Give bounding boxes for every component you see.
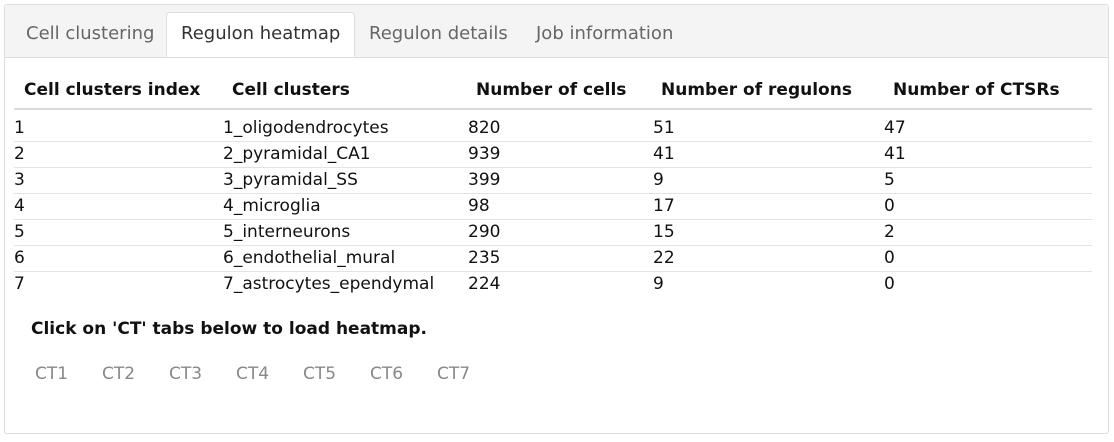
table-cell: 4 (14, 196, 25, 216)
ct-tab-5[interactable]: CT5 (303, 364, 337, 384)
row-divider (14, 193, 1092, 194)
table-cell: 9 (653, 170, 664, 190)
table-cell: 224 (468, 274, 501, 294)
table-cell: 0 (884, 274, 895, 294)
header-divider (14, 108, 1092, 110)
row-divider (14, 271, 1092, 272)
row-divider (14, 245, 1092, 246)
row-divider (14, 219, 1092, 220)
row-divider (14, 141, 1092, 142)
table-cell: 290 (468, 222, 501, 242)
header-number-of-ctsrs[interactable]: Number of CTSRs (893, 80, 1060, 100)
header-number-of-cells[interactable]: Number of cells (476, 80, 627, 100)
row-divider (14, 167, 1092, 168)
ct-tab-3[interactable]: CT3 (169, 364, 203, 384)
ct-tab-6[interactable]: CT6 (370, 364, 404, 384)
ct-tab-2[interactable]: CT2 (102, 364, 136, 384)
table-cell: 41 (884, 144, 906, 164)
table-cell: 3_pyramidal_SS (223, 170, 358, 190)
table-cell: 17 (653, 196, 675, 216)
table-cell: 4_microglia (223, 196, 321, 216)
ct-tab-1[interactable]: CT1 (35, 364, 69, 384)
ct-tab-4[interactable]: CT4 (236, 364, 270, 384)
table-cell: 2 (884, 222, 895, 242)
table-cell: 3 (14, 170, 25, 190)
table-cell: 0 (884, 196, 895, 216)
table-cell: 1_oligodendrocytes (223, 118, 389, 138)
table-cell: 235 (468, 248, 501, 268)
table-cell: 2 (14, 144, 25, 164)
table-cell: 41 (653, 144, 675, 164)
table-cell: 47 (884, 118, 906, 138)
table-cell: 2_pyramidal_CA1 (223, 144, 371, 164)
table-cell: 5_interneurons (223, 222, 351, 242)
tab-regulon-heatmap[interactable]: Regulon heatmap (166, 12, 356, 57)
table-cell: 399 (468, 170, 501, 190)
header-cell-clusters[interactable]: Cell clusters (232, 80, 350, 100)
table-cell: 15 (653, 222, 675, 242)
table-cell: 51 (653, 118, 675, 138)
header-number-of-regulons[interactable]: Number of regulons (661, 80, 852, 100)
header-cell-clusters-index[interactable]: Cell clusters index (24, 80, 201, 100)
table-cell: 7_astrocytes_ependymal (223, 274, 435, 294)
table-cell: 6_endothelial_mural (223, 248, 396, 268)
table-cell: 5 (884, 170, 895, 190)
table-cell: 820 (468, 118, 501, 138)
table-cell: 1 (14, 118, 25, 138)
table-cell: 939 (468, 144, 501, 164)
table-cell: 0 (884, 248, 895, 268)
table-cell: 7 (14, 274, 25, 294)
ct-tab-7[interactable]: CT7 (437, 364, 471, 384)
tab-job-information[interactable]: Job information (536, 23, 674, 44)
table-cell: 98 (468, 196, 490, 216)
heatmap-hint: Click on 'CT' tabs below to load heatmap… (31, 319, 427, 339)
tab-cell-clustering[interactable]: Cell clustering (26, 23, 155, 44)
table-cell: 22 (653, 248, 675, 268)
table-cell: 6 (14, 248, 25, 268)
main-tab-bar: Cell clustering Regulon heatmap Regulon … (5, 5, 1108, 58)
table-cell: 5 (14, 222, 25, 242)
tab-regulon-details[interactable]: Regulon details (369, 23, 508, 44)
table-cell: 9 (653, 274, 664, 294)
